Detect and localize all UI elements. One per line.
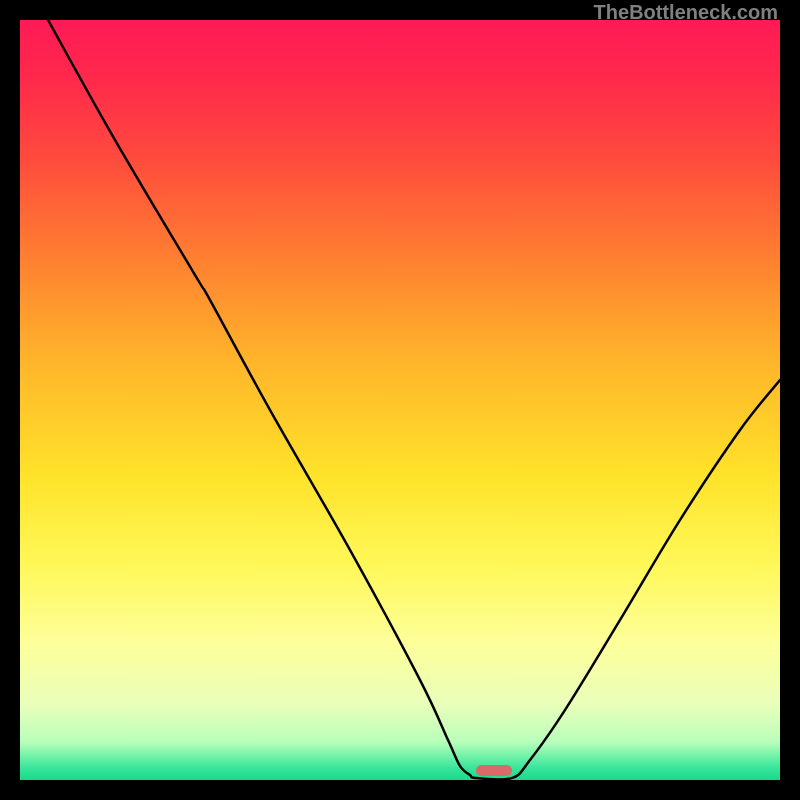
watermark-text: TheBottleneck.com [594, 2, 778, 25]
gradient-background [20, 20, 780, 780]
chart-frame: TheBottleneck.com [0, 0, 800, 800]
optimum-marker [476, 765, 512, 776]
plot-area [20, 20, 780, 780]
